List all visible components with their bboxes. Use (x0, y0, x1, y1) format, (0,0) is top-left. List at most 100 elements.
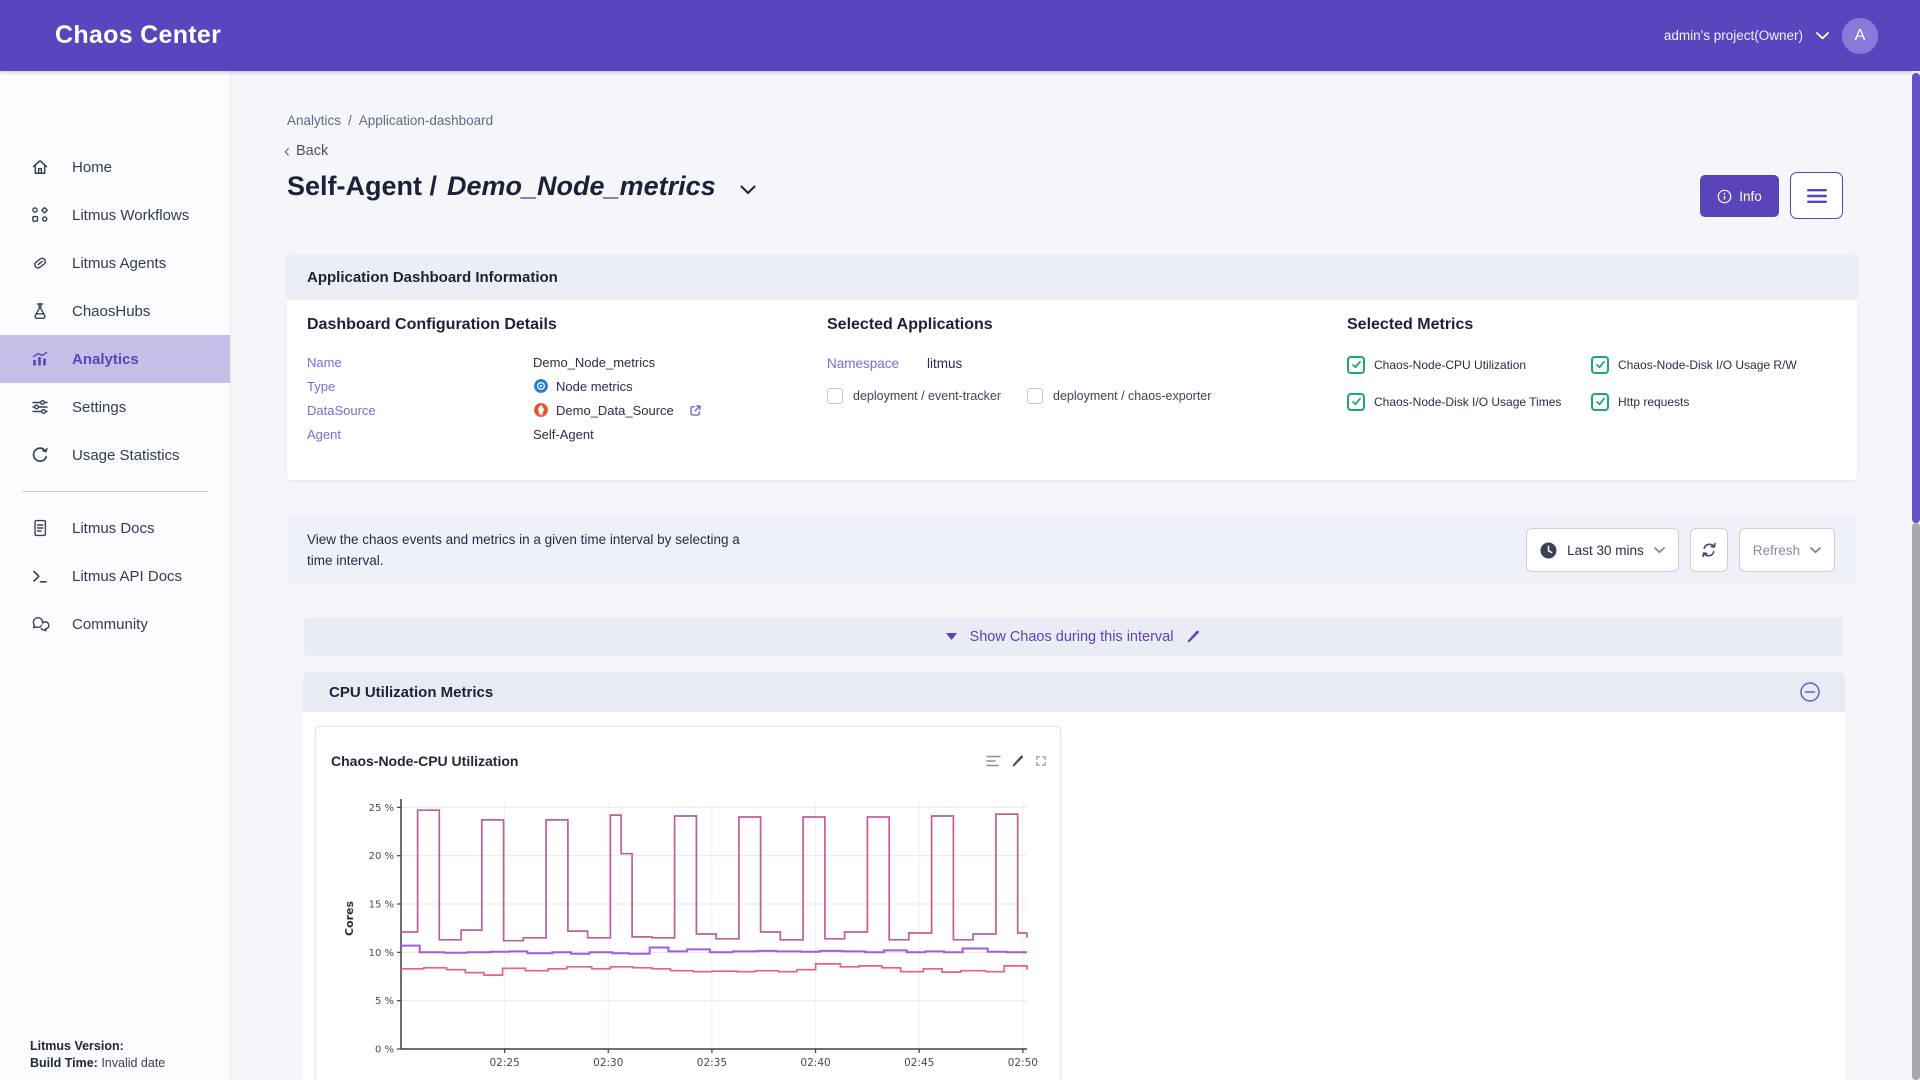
agent-label: Agent (307, 427, 533, 442)
sidebar-item-usage-statistics[interactable]: Usage Statistics (0, 431, 230, 479)
external-link-icon[interactable] (688, 403, 703, 418)
agent-name: Self-Agent / (287, 171, 437, 202)
sidebar-item-litmus-docs[interactable]: Litmus Docs (0, 504, 230, 552)
time-range-select[interactable]: Last 30 mins (1526, 528, 1679, 572)
build-time-value: Invalid date (101, 1056, 165, 1070)
back-label: Back (296, 143, 328, 159)
checkbox-checked-icon[interactable] (1347, 356, 1365, 374)
back-link[interactable]: ‹ Back (284, 143, 328, 159)
checkbox-event-tracker[interactable]: deployment / event-tracker (827, 388, 1001, 404)
main-content: Analytics / Application-dashboard ‹ Back… (231, 71, 1920, 1080)
namespace-value: litmus (927, 356, 962, 371)
avatar[interactable]: A (1842, 18, 1878, 54)
svg-text:02:50: 02:50 (1008, 1057, 1038, 1069)
breadcrumb-analytics[interactable]: Analytics (287, 113, 341, 128)
edit-pencil-icon[interactable] (1186, 629, 1201, 644)
scrollbar-thumb[interactable] (1912, 73, 1920, 523)
namespace-row: Namespace litmus (827, 356, 1211, 371)
sidebar-item-label: ChaosHubs (72, 303, 150, 320)
top-bar: Chaos Center admin's project(Owner) A (0, 0, 1920, 71)
sidebar-item-litmus-api-docs[interactable]: Litmus API Docs (0, 552, 230, 600)
checkbox-node-disk-io-rw[interactable]: Chaos-Node-Disk I/O Usage R/W (1591, 350, 1835, 379)
collapse-minus-icon[interactable] (1799, 681, 1821, 703)
topbar-right: admin's project(Owner) A (1664, 0, 1878, 71)
time-interval-bar: View the chaos events and metrics in a g… (287, 515, 1857, 585)
checkbox-label: Chaos-Node-Disk I/O Usage R/W (1618, 358, 1797, 372)
cpu-utilization-chart-card: Chaos-Node-CPU Utilization 0 %5 %10 %15 … (315, 726, 1061, 1080)
sidebar-item-label: Litmus Docs (72, 520, 155, 537)
project-selector-label[interactable]: admin's project(Owner) (1664, 28, 1803, 43)
info-button[interactable]: Info (1700, 175, 1779, 217)
config-row-name: Name Demo_Node_metrics (307, 350, 703, 374)
svg-text:10 %: 10 % (369, 948, 394, 959)
svg-text:02:30: 02:30 (593, 1057, 623, 1069)
page-title: Self-Agent / Demo_Node_metrics (287, 171, 756, 202)
settings-icon (30, 397, 50, 417)
sidebar-item-label: Litmus API Docs (72, 568, 182, 585)
svg-text:20 %: 20 % (369, 851, 394, 862)
chart-options-icon[interactable] (986, 755, 1002, 767)
checkbox-label: deployment / event-tracker (853, 389, 1001, 403)
checkbox-label: deployment / chaos-exporter (1053, 389, 1211, 403)
sidebar-item-chaoshubs[interactable]: ChaosHubs (0, 287, 230, 335)
refresh-icon (1700, 541, 1718, 559)
dashboard-info-card: Application Dashboard Information Dashbo… (287, 255, 1857, 480)
svg-text:02:45: 02:45 (904, 1057, 934, 1069)
chevron-down-icon (1654, 547, 1665, 554)
chevron-down-icon[interactable] (1816, 32, 1829, 40)
checkbox-checked-icon[interactable] (1591, 393, 1609, 411)
dashboard-name: Demo_Node_metrics (447, 171, 716, 202)
sidebar-item-home[interactable]: Home (0, 143, 230, 191)
cpu-utilization-chart[interactable]: 0 %5 %10 %15 %20 %25 %02:2502:3002:3502:… (316, 787, 1062, 1080)
checkbox-chaos-exporter[interactable]: deployment / chaos-exporter (1027, 388, 1211, 404)
svg-text:02:40: 02:40 (800, 1057, 830, 1069)
checkbox-icon[interactable] (1027, 388, 1043, 404)
refresh-rate-value: Refresh (1753, 543, 1800, 558)
selected-metrics-title: Selected Metrics (1347, 316, 1835, 334)
docs-icon (30, 518, 50, 538)
checkbox-http-requests[interactable]: Http requests (1591, 387, 1835, 416)
svg-text:02:25: 02:25 (490, 1057, 520, 1069)
checkbox-checked-icon[interactable] (1347, 393, 1365, 411)
home-icon (30, 157, 50, 177)
checkbox-node-cpu-utilization[interactable]: Chaos-Node-CPU Utilization (1347, 350, 1591, 379)
clock-icon (1540, 542, 1557, 559)
sidebar-item-label: Litmus Agents (72, 255, 166, 272)
chevron-down-icon (1810, 547, 1821, 554)
analytics-icon (30, 349, 50, 369)
svg-text:Cores: Cores (343, 901, 356, 937)
workflows-icon (30, 205, 50, 225)
sidebar-item-settings[interactable]: Settings (0, 383, 230, 431)
sidebar-item-label: Litmus Workflows (72, 207, 189, 224)
scrollbar-thumb-secondary[interactable] (1912, 523, 1920, 1080)
time-range-value: Last 30 mins (1567, 543, 1644, 558)
build-time-label: Build Time: (30, 1056, 98, 1070)
chart-edit-pencil-icon[interactable] (1011, 754, 1025, 768)
checkbox-icon[interactable] (827, 388, 843, 404)
checkbox-label: Chaos-Node-CPU Utilization (1374, 358, 1526, 372)
sidebar-item-analytics[interactable]: Analytics (0, 335, 230, 383)
config-row-datasource: DataSource Demo_Data_Source (307, 398, 703, 422)
triangle-down-icon (946, 633, 957, 640)
info-icon (1717, 189, 1732, 204)
config-details-title: Dashboard Configuration Details (307, 316, 703, 334)
refresh-button[interactable] (1690, 528, 1728, 572)
checkbox-checked-icon[interactable] (1591, 356, 1609, 374)
sidebar-item-litmus-agents[interactable]: Litmus Agents (0, 239, 230, 287)
chevron-down-icon[interactable] (740, 185, 756, 195)
prometheus-icon (533, 402, 549, 418)
checkbox-node-disk-io-times[interactable]: Chaos-Node-Disk I/O Usage Times (1347, 387, 1591, 416)
sidebar-item-community[interactable]: Community (0, 600, 230, 648)
chart-expand-icon[interactable] (1034, 754, 1048, 768)
svg-text:0 %: 0 % (375, 1045, 394, 1056)
app-title: Chaos Center (55, 0, 221, 71)
show-chaos-toggle[interactable]: Show Chaos during this interval (304, 617, 1843, 656)
sidebar-item-label: Home (72, 159, 112, 176)
refresh-rate-select[interactable]: Refresh (1739, 528, 1835, 572)
sidebar-divider (22, 491, 208, 492)
litmus-version-label: Litmus Version: (30, 1039, 124, 1053)
dashboard-menu-button[interactable] (1790, 172, 1843, 219)
sidebar-item-label: Settings (72, 399, 126, 416)
chevron-left-icon: ‹ (284, 144, 290, 158)
sidebar-item-litmus-workflows[interactable]: Litmus Workflows (0, 191, 230, 239)
